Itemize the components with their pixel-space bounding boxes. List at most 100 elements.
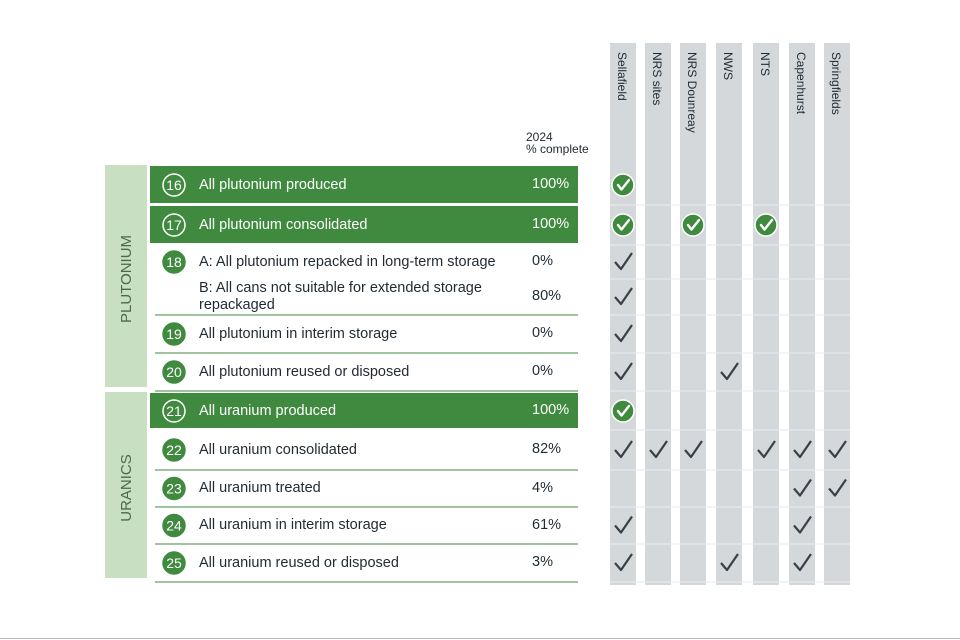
site-label: NRS Dounreay <box>685 52 699 133</box>
header-year: 2024 <box>526 130 553 144</box>
row-number: 16 <box>166 177 182 193</box>
check <box>793 515 812 534</box>
check <box>649 440 668 459</box>
check-tick <box>614 515 633 534</box>
percent: 100% <box>532 216 570 232</box>
check <box>793 478 812 497</box>
check <box>614 324 633 343</box>
site-column <box>645 43 671 585</box>
check-tick <box>649 440 668 459</box>
site-label: NWS <box>721 52 735 80</box>
check <box>684 440 703 459</box>
site-column <box>824 43 850 585</box>
row-label: All plutonium in interim storage <box>199 325 398 342</box>
check <box>614 362 633 381</box>
check <box>614 252 633 271</box>
row-label: All uranium reused or disposed <box>199 554 399 571</box>
check-tick <box>614 252 633 271</box>
check <box>828 478 847 497</box>
check-disc <box>681 213 705 237</box>
check <box>614 515 633 534</box>
check-tick <box>684 440 703 459</box>
check <box>828 440 847 459</box>
number-badge <box>162 322 186 346</box>
percent: 100% <box>532 402 570 418</box>
check-tick <box>686 218 701 231</box>
row-label: All uranium treated <box>199 480 321 496</box>
row-number: 25 <box>166 555 182 571</box>
percent: 61% <box>532 516 562 533</box>
row-label: All uranium in interim storage <box>199 517 387 533</box>
check <box>611 213 635 237</box>
row-label: All plutonium produced <box>199 176 347 193</box>
row-highlight <box>150 393 578 428</box>
row-label: All plutonium reused or disposed <box>199 363 410 380</box>
check-tick <box>828 478 847 497</box>
site-label: NRS sites <box>650 52 664 105</box>
check <box>757 440 776 459</box>
row-label: All uranium consolidated <box>199 441 357 458</box>
percent: 4% <box>532 479 553 496</box>
row-number: 24 <box>166 518 182 534</box>
row-number: 23 <box>166 481 182 497</box>
check <box>614 553 633 572</box>
site-label: Sellafield <box>615 52 629 101</box>
check-tick <box>828 440 847 459</box>
number-badge <box>162 513 186 538</box>
row-number: 18 <box>166 254 182 270</box>
site-column <box>716 43 742 585</box>
row-label: A: All plutonium repacked in long-term s… <box>199 253 496 270</box>
check-disc <box>611 173 635 197</box>
check-tick <box>614 324 633 343</box>
group-label: URANICS <box>118 454 135 522</box>
row-label: All plutonium consolidated <box>199 216 368 233</box>
site-column <box>789 43 815 585</box>
check-tick <box>616 178 631 191</box>
check-tick <box>720 362 739 381</box>
check-tick <box>759 218 774 231</box>
check-disc <box>611 213 635 237</box>
check <box>793 553 812 572</box>
check-tick <box>616 218 631 231</box>
check <box>614 440 633 459</box>
check-tick <box>614 440 633 459</box>
check-tick <box>793 478 812 497</box>
check-tick <box>614 287 633 306</box>
group-label: PLUTONIUM <box>118 235 135 323</box>
check-tick <box>616 404 631 417</box>
row-number: 20 <box>166 364 182 380</box>
row-label: All uranium produced <box>199 402 337 419</box>
number-badge <box>162 360 186 384</box>
row-number: 17 <box>166 217 182 233</box>
row-number: 22 <box>166 442 182 458</box>
row-highlight <box>150 206 578 243</box>
number-badge <box>162 173 186 197</box>
group-band <box>105 165 147 387</box>
percent: 100% <box>532 176 570 192</box>
percent: 3% <box>532 554 553 570</box>
number-badge <box>162 399 186 423</box>
site-label: Capenhurst <box>794 52 808 115</box>
number-badge <box>162 250 186 274</box>
check-disc <box>611 399 635 423</box>
percent: 0% <box>532 363 553 379</box>
check <box>720 553 739 572</box>
site-label: Springfields <box>829 52 843 115</box>
check <box>611 173 635 197</box>
number-badge <box>162 438 186 462</box>
header-measure: % complete <box>526 142 589 156</box>
check <box>611 399 635 423</box>
check-tick <box>793 553 812 572</box>
column-header: 2024 % complete <box>526 131 589 155</box>
site-column <box>753 43 779 585</box>
percent: 82% <box>532 441 562 457</box>
site-column <box>680 43 706 585</box>
row-number: 21 <box>166 403 182 419</box>
check <box>614 287 633 306</box>
row-label: B: All cans not suitable for extended st… <box>199 280 482 313</box>
check-tick <box>757 440 776 459</box>
percent: 80% <box>532 288 562 304</box>
site-column <box>610 43 636 585</box>
